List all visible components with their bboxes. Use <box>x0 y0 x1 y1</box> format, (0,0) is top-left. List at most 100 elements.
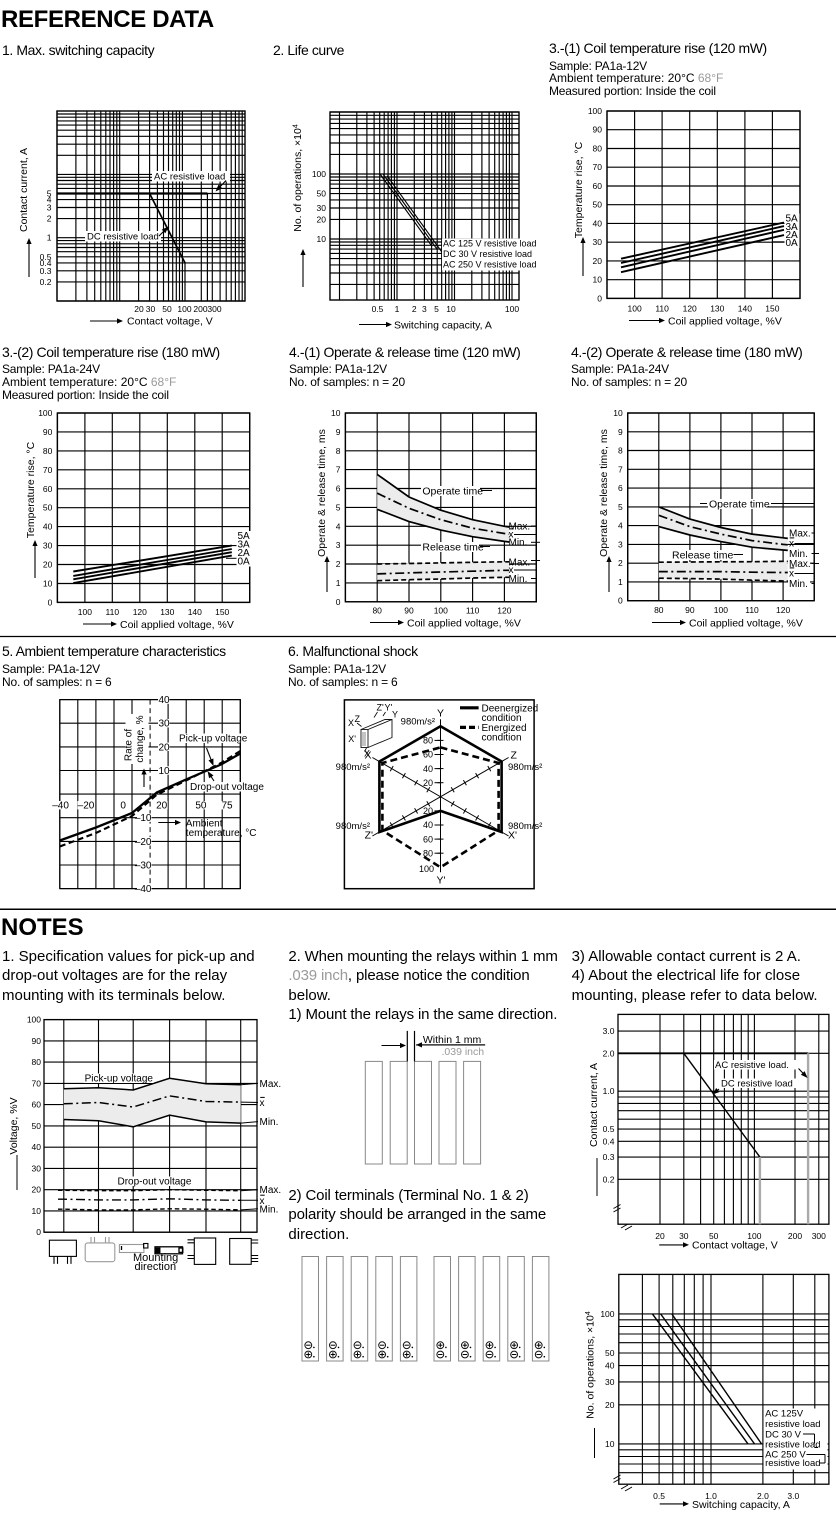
svg-text:Temperature rise, °C: Temperature rise, °C <box>25 441 37 538</box>
svg-text:Max.: Max. <box>260 1079 282 1090</box>
svg-text:10: 10 <box>605 1439 615 1449</box>
svg-text:Pick-up voltage: Pick-up voltage <box>179 734 248 745</box>
svg-text:80: 80 <box>372 606 382 616</box>
svg-text:Contact voltage, V: Contact voltage, V <box>692 1240 778 1252</box>
svg-text:90: 90 <box>32 1036 42 1046</box>
svg-text:80: 80 <box>654 605 664 615</box>
svg-text:0.2: 0.2 <box>40 277 52 287</box>
svg-text:Deenergized: Deenergized <box>482 704 539 715</box>
svg-text:8: 8 <box>336 446 341 456</box>
svg-text:20: 20 <box>317 214 327 224</box>
svg-text:20: 20 <box>156 801 168 812</box>
svg-text:Temperature rise, °C: Temperature rise, °C <box>573 141 585 238</box>
svg-text:0: 0 <box>336 597 341 607</box>
svg-text:50: 50 <box>593 200 603 210</box>
svg-text:20: 20 <box>605 1400 615 1410</box>
svg-text:0.5: 0.5 <box>603 1124 615 1134</box>
svg-text:10: 10 <box>43 579 53 589</box>
svg-text:X: X <box>364 749 370 759</box>
svg-text:X: X <box>348 718 354 728</box>
svg-text:30: 30 <box>605 1377 615 1387</box>
svg-text:change, %: change, % <box>135 715 146 762</box>
svg-text:40: 40 <box>593 218 603 228</box>
svg-text:100: 100 <box>177 304 191 314</box>
svg-text:Pick-up voltage: Pick-up voltage <box>85 1074 154 1085</box>
svg-text:120: 120 <box>683 304 697 314</box>
svg-text:2.0: 2.0 <box>757 1491 769 1501</box>
svg-text:AC 250 V resistive load: AC 250 V resistive load <box>443 260 537 270</box>
svg-text:3A: 3A <box>786 222 799 233</box>
svg-text:2A: 2A <box>238 548 251 559</box>
svg-text:Min.: Min. <box>789 549 808 560</box>
svg-text:Operate time: Operate time <box>422 486 483 498</box>
svg-text:60: 60 <box>593 181 603 191</box>
svg-text:Min.: Min. <box>260 1117 279 1128</box>
svg-text:110: 110 <box>655 304 669 314</box>
svg-text:Within 1 mm: Within 1 mm <box>423 1034 482 1046</box>
svg-text:Z': Z' <box>365 830 373 842</box>
svg-text:X': X' <box>508 830 517 842</box>
svg-text:30: 30 <box>146 304 156 314</box>
svg-text:Ambient: Ambient <box>186 819 223 830</box>
svg-text:4: 4 <box>47 195 52 205</box>
svg-text:Energized: Energized <box>482 723 527 734</box>
svg-text:.039 inch: .039 inch <box>442 1046 485 1058</box>
svg-text:DC 30 V: DC 30 V <box>765 1430 802 1441</box>
svg-text:10: 10 <box>613 408 623 418</box>
svg-text:40: 40 <box>32 1142 42 1152</box>
svg-text:DC resistive load: DC resistive load <box>721 1079 793 1090</box>
svg-text:–30: –30 <box>135 861 152 872</box>
svg-text:No. of operations, ×104: No. of operations, ×104 <box>292 124 304 232</box>
svg-text:50: 50 <box>605 1348 615 1358</box>
svg-text:5: 5 <box>336 502 341 512</box>
svg-text:140: 140 <box>738 304 752 314</box>
svg-text:Coil applied voltage, %V: Coil applied voltage, %V <box>668 316 782 328</box>
svg-text:–20: –20 <box>135 837 152 848</box>
svg-text:Max.: Max. <box>260 1185 282 1196</box>
svg-text:110: 110 <box>745 605 759 615</box>
svg-text:100: 100 <box>747 1231 761 1241</box>
svg-text:Contact current, A: Contact current, A <box>588 1063 600 1147</box>
svg-text:110: 110 <box>106 607 120 617</box>
svg-text:Release time: Release time <box>672 550 733 562</box>
svg-text:40: 40 <box>423 764 433 774</box>
svg-text:5: 5 <box>618 502 623 512</box>
svg-text:90: 90 <box>593 125 603 135</box>
svg-text:50: 50 <box>709 1231 719 1241</box>
svg-text:AC 250 V: AC 250 V <box>765 1450 806 1461</box>
svg-text:200: 200 <box>788 1231 802 1241</box>
svg-text:Rate of: Rate of <box>124 729 135 761</box>
svg-text:980m/s²: 980m/s² <box>508 762 542 773</box>
svg-text:80: 80 <box>423 848 433 858</box>
svg-text:Drop-out voltage: Drop-out voltage <box>190 782 264 793</box>
svg-text:temperature, °C: temperature, °C <box>186 828 257 839</box>
svg-text:20: 20 <box>593 256 603 266</box>
svg-text:3: 3 <box>47 203 52 213</box>
svg-text:Contact voltage, V: Contact voltage, V <box>127 316 213 328</box>
svg-text:0.2: 0.2 <box>603 1174 615 1184</box>
svg-text:20: 20 <box>655 1231 665 1241</box>
svg-text:1: 1 <box>47 233 52 243</box>
svg-text:AC resistive load.: AC resistive load. <box>715 1060 789 1071</box>
svg-text:0: 0 <box>120 801 126 812</box>
svg-text:Min.: Min. <box>260 1204 279 1215</box>
svg-text:DC 30 V resistive load: DC 30 V resistive load <box>443 249 532 259</box>
svg-text:resistive load: resistive load <box>765 1440 820 1451</box>
svg-text:100: 100 <box>27 1015 41 1025</box>
svg-text:0: 0 <box>48 597 53 607</box>
svg-text:1: 1 <box>618 577 623 587</box>
svg-text:–40: –40 <box>135 884 152 895</box>
svg-text:300: 300 <box>207 304 221 314</box>
svg-text:6: 6 <box>336 484 341 494</box>
svg-text:20: 20 <box>423 778 433 788</box>
svg-text:1.0: 1.0 <box>705 1491 717 1501</box>
svg-text:75: 75 <box>221 801 233 812</box>
svg-text:x: x <box>509 530 514 541</box>
svg-text:50: 50 <box>162 304 172 314</box>
svg-text:1: 1 <box>395 304 400 314</box>
svg-text:3A: 3A <box>238 540 251 551</box>
svg-text:30: 30 <box>593 237 603 247</box>
svg-text:70: 70 <box>593 162 603 172</box>
svg-text:Coil applied voltage, %V: Coil applied voltage, %V <box>407 618 521 630</box>
svg-text:90: 90 <box>685 605 695 615</box>
